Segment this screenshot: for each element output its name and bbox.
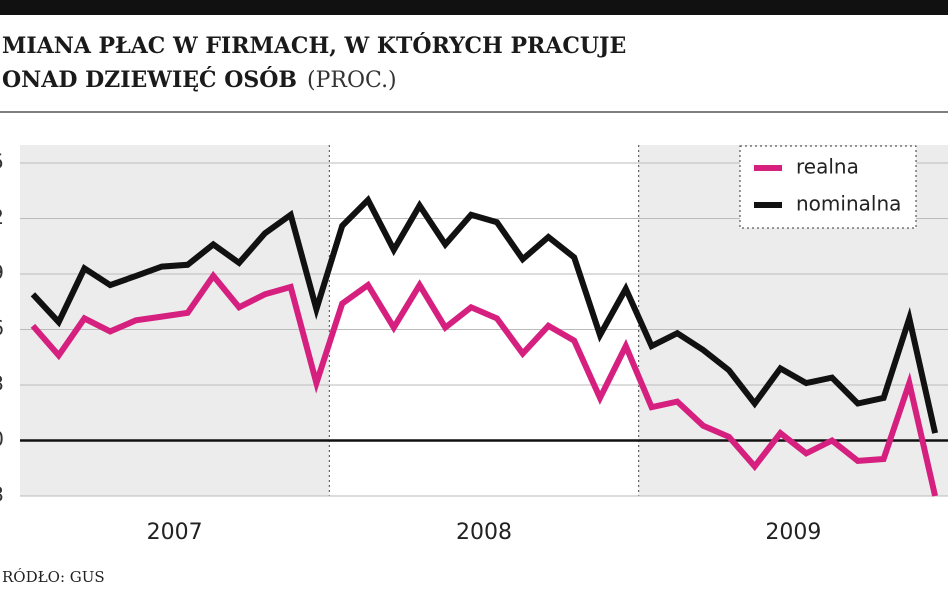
chart-title-line: ONAD DZIEWIĘĆ OSÓB (PROC.): [2, 66, 397, 93]
y-tick-label: 6: [0, 316, 4, 340]
plot: 2007 2008 2009 5 2 9 6 3 0 3 realna nominalna: [0, 145, 948, 545]
legend-label: realna: [796, 155, 859, 179]
unit: (PROC.): [307, 68, 397, 93]
y-tick-label: 5: [0, 150, 4, 174]
legend-label: nominalna: [796, 192, 901, 216]
y-tick-label: 3: [0, 372, 4, 396]
source: RÓDŁO: GUS: [2, 568, 105, 586]
series-line: [30, 194, 939, 434]
chart-title: MIANA PŁAC W FIRMACH, W KTÓRYCH PRACUJE: [2, 32, 626, 59]
chart-title: ONAD DZIEWIĘĆ OSÓB: [2, 66, 297, 93]
year-label: 2008: [456, 520, 512, 545]
legend-box: [739, 145, 917, 229]
top-bar: [0, 0, 948, 15]
series-line: [30, 270, 939, 497]
year-label: 2007: [147, 520, 203, 545]
y-tick-label: 0: [0, 427, 4, 451]
year-label: 2009: [765, 520, 821, 545]
y-tick-label: 9: [0, 261, 4, 285]
y-tick-label: 3: [0, 483, 4, 507]
y-tick-label: 2: [0, 205, 4, 229]
year-band: [20, 145, 330, 496]
